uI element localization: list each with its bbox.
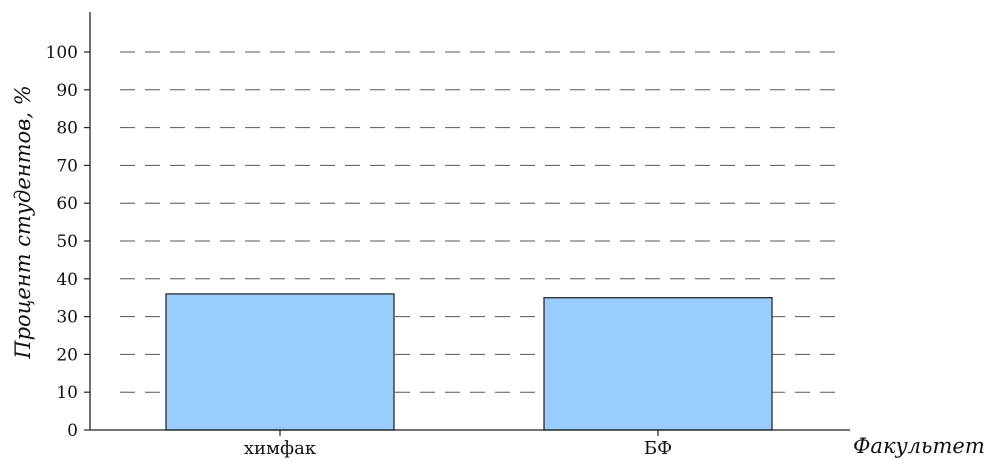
y-tick-label-100: 100 [46,43,78,63]
bars [165,293,773,431]
y-tick-label-30: 30 [56,308,78,328]
y-tick-label-70: 70 [56,156,78,176]
y-tick-label-90: 90 [56,81,78,101]
x-axis-category-labels: химфак БФ [244,430,672,459]
x-axis-title: Факультет [853,434,985,458]
y-tick-label-20: 20 [56,345,78,365]
y-tick-label-10: 10 [56,383,78,403]
y-tick-label-50: 50 [56,232,78,252]
y-tick-label-40: 40 [56,270,78,290]
x-category-label-2: БФ [644,438,672,459]
y-axis-title: Процент студентов, % [11,85,35,359]
y-tick-label-80: 80 [56,119,78,139]
axes [89,12,850,431]
bar-2 [543,297,773,431]
y-tick-label-60: 60 [56,194,78,214]
y-axis-ticks: 0 10 20 30 40 50 60 70 80 90 100 [46,43,90,441]
bar-1 [165,293,395,431]
y-tick-label-0: 0 [67,421,78,441]
x-category-label-1: химфак [244,438,317,459]
